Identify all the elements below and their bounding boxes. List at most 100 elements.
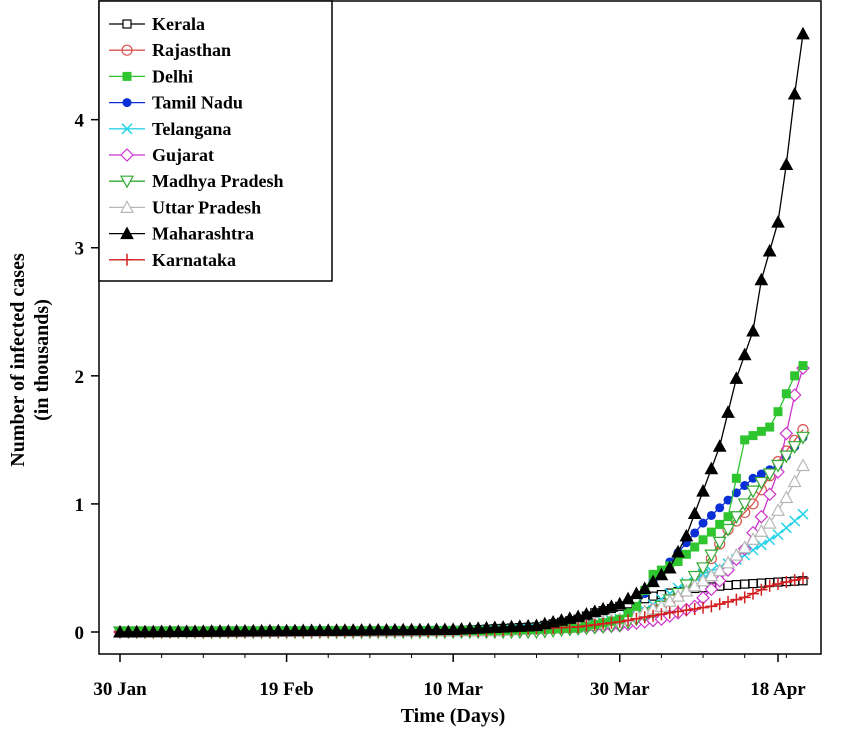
data-point-maharashtra <box>171 624 186 638</box>
series-line-gujarat <box>120 367 804 633</box>
x-axis-title: Time (Days) <box>401 705 506 727</box>
data-point-maharashtra <box>279 623 294 637</box>
y-tick-label: 2 <box>75 367 85 388</box>
data-point-karnataka <box>572 620 585 633</box>
data-point-telangana <box>772 529 784 541</box>
data-point-kerala <box>731 580 741 590</box>
data-point-madhya-pradesh <box>762 468 777 482</box>
data-point-delhi <box>731 473 741 483</box>
data-point-maharashtra <box>146 624 161 638</box>
data-point-maharashtra <box>204 624 219 637</box>
data-point-maharashtra <box>487 620 502 634</box>
legend-label: Karnataka <box>152 250 236 270</box>
data-point-uttar-pradesh <box>754 523 769 537</box>
data-point-madhya-pradesh <box>696 562 711 576</box>
data-point-telangana <box>780 522 792 534</box>
series-line-telangana <box>120 513 804 633</box>
data-point-maharashtra <box>346 623 361 636</box>
data-point-karnataka <box>688 602 701 615</box>
data-point-delhi <box>756 426 766 436</box>
data-point-maharashtra <box>238 623 252 637</box>
data-point-maharashtra <box>363 623 377 636</box>
data-point-uttar-pradesh <box>787 474 802 488</box>
data-point-gujarat <box>779 426 794 441</box>
series-maharashtra <box>113 26 810 638</box>
data-point-karnataka <box>788 574 801 587</box>
data-point-karnataka <box>755 583 768 596</box>
legend-label: Delhi <box>152 66 193 86</box>
data-point-maharashtra <box>113 624 127 638</box>
data-point-karnataka <box>613 615 626 628</box>
legend-label: Maharashtra <box>152 224 254 244</box>
data-point-maharashtra <box>179 624 194 637</box>
data-point-maharashtra <box>696 484 710 497</box>
y-tick-label: 0 <box>75 623 85 644</box>
data-point-uttar-pradesh <box>729 547 744 561</box>
data-point-karnataka <box>697 601 710 614</box>
data-point-tamil-nadu <box>706 510 716 520</box>
data-point-karnataka <box>605 616 618 629</box>
data-point-maharashtra <box>388 622 402 636</box>
data-point-maharashtra <box>196 624 211 637</box>
y-axis-title-line2: (in thousands) <box>31 299 53 421</box>
data-point-tamil-nadu <box>723 495 733 505</box>
data-point-maharashtra <box>729 371 744 384</box>
data-point-karnataka <box>747 587 760 600</box>
y-axis-title-line1: Number of infected cases <box>7 253 29 467</box>
data-point-maharashtra <box>129 624 144 638</box>
data-point-karnataka <box>763 579 776 592</box>
data-point-maharashtra <box>221 624 236 637</box>
data-point-delhi <box>706 527 716 537</box>
data-point-maharashtra <box>454 622 469 635</box>
data-point-maharashtra <box>787 86 802 100</box>
series-line-tamil-nadu <box>120 436 804 633</box>
data-point-karnataka <box>622 614 635 627</box>
data-point-maharashtra <box>429 622 444 636</box>
data-point-madhya-pradesh <box>687 570 702 584</box>
legend-item-karnataka: Karnataka <box>109 250 236 270</box>
data-point-delhi <box>631 601 641 611</box>
legend-marker <box>122 98 132 108</box>
data-point-maharashtra <box>121 624 136 638</box>
legend-item-tamil-nadu: Tamil Nadu <box>109 93 243 113</box>
legend-item-maharashtra: Maharashtra <box>109 224 254 244</box>
data-point-karnataka <box>672 605 685 618</box>
data-point-tamil-nadu <box>740 481 750 491</box>
data-point-maharashtra <box>479 620 494 634</box>
legend-label: Tamil Nadu <box>152 93 243 113</box>
data-point-maharashtra <box>338 623 352 636</box>
data-point-maharashtra <box>213 624 227 637</box>
data-point-maharashtra <box>496 620 510 633</box>
data-point-maharashtra <box>271 623 286 637</box>
data-point-delhi <box>690 542 700 552</box>
legend-label: Gujarat <box>152 145 214 165</box>
data-point-delhi <box>698 535 708 545</box>
y-tick-label: 4 <box>75 111 85 132</box>
legend-box <box>98 0 333 282</box>
data-point-maharashtra <box>754 272 769 286</box>
data-point-delhi <box>723 512 733 522</box>
data-point-uttar-pradesh <box>737 540 752 554</box>
x-tick-label: 10 Mar <box>423 679 483 700</box>
data-point-maharashtra <box>796 26 810 40</box>
legend-label: Telangana <box>152 119 231 139</box>
data-point-maharashtra <box>421 622 436 636</box>
data-point-maharashtra <box>721 405 735 418</box>
data-point-madhya-pradesh <box>729 511 744 524</box>
data-point-maharashtra <box>462 621 477 635</box>
data-point-maharashtra <box>746 323 760 337</box>
data-point-karnataka <box>638 611 651 624</box>
data-point-maharashtra <box>704 461 719 475</box>
data-point-telangana <box>747 544 759 556</box>
data-point-maharashtra <box>654 567 669 581</box>
data-point-maharashtra <box>154 624 169 638</box>
data-point-maharashtra <box>446 622 461 635</box>
legend-item-kerala: Kerala <box>109 14 205 34</box>
data-point-karnataka <box>655 608 668 621</box>
data-point-maharashtra <box>779 157 794 170</box>
data-point-maharashtra <box>246 623 261 637</box>
legend-marker <box>120 226 134 240</box>
series-rajasthan <box>114 424 809 638</box>
data-point-kerala <box>723 580 733 590</box>
data-point-uttar-pradesh <box>721 555 736 569</box>
